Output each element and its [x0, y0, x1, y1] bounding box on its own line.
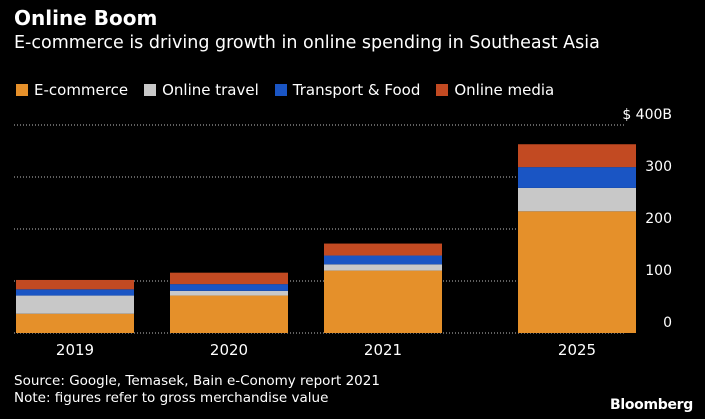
bar-2025-online-media [518, 144, 636, 168]
source-note: Source: Google, Temasek, Bain e-Conomy r… [14, 373, 380, 389]
bar-2025-e-commerce [518, 211, 636, 333]
bar-2020-online-travel [170, 290, 288, 296]
bar-2020-transport-food [170, 284, 288, 291]
legend-swatch-ecommerce [16, 84, 28, 96]
bar-2019-e-commerce [16, 313, 134, 333]
bar-2020-online-media [170, 272, 288, 285]
bar-2021-e-commerce [324, 270, 442, 333]
legend-swatch-transport-food [274, 84, 287, 96]
bloomberg-logo: Bloomberg [609, 397, 693, 413]
legend-item-transport-food: Transport & Food [274, 81, 421, 99]
x-tick-label-2021: 2021 [364, 341, 402, 359]
legend-label-transport-food: Transport & Food [292, 81, 421, 99]
bar-2021-online-travel [324, 264, 442, 271]
legend: E-commerce Online travel Transport & Foo… [16, 81, 554, 99]
bar-2020-e-commerce [170, 295, 288, 333]
legend-label-online-travel: Online travel [162, 81, 259, 99]
x-tick-label-2020: 2020 [210, 341, 248, 359]
footer: Source: Google, Temasek, Bain e-Conomy r… [14, 373, 380, 407]
chart-title: Online Boom [14, 6, 158, 30]
footnote: Note: figures refer to gross merchandise… [14, 390, 329, 406]
y-tick-label-400: $ 400B [622, 107, 672, 123]
y-tick-label-200: 200 [645, 211, 672, 227]
bar-2025-transport-food [518, 167, 636, 188]
bar-2025-online-travel [518, 187, 636, 212]
bar-2021-online-media [324, 243, 442, 256]
y-tick-label-0: 0 [663, 315, 672, 331]
legend-item-online-media: Online media [436, 81, 554, 99]
legend-swatch-online-travel [144, 84, 157, 96]
bar-2019-transport-food [16, 289, 134, 296]
x-tick-label-2025: 2025 [558, 341, 596, 359]
legend-label-online-media: Online media [454, 81, 555, 99]
legend-item-ecommerce: E-commerce [16, 81, 128, 99]
legend-swatch-online-media [436, 84, 449, 96]
y-tick-label-100: 100 [645, 263, 672, 279]
legend-item-online-travel: Online travel [144, 81, 259, 99]
y-tick-label-300: 300 [645, 159, 672, 175]
x-tick-label-2019: 2019 [56, 341, 94, 359]
legend-label-ecommerce: E-commerce [34, 81, 129, 99]
bar-2021-transport-food [324, 255, 442, 265]
chart-subtitle: E-commerce is driving growth in online s… [14, 33, 600, 53]
bar-2019-online-media [16, 279, 134, 290]
bar-2019-online-travel [16, 295, 134, 314]
